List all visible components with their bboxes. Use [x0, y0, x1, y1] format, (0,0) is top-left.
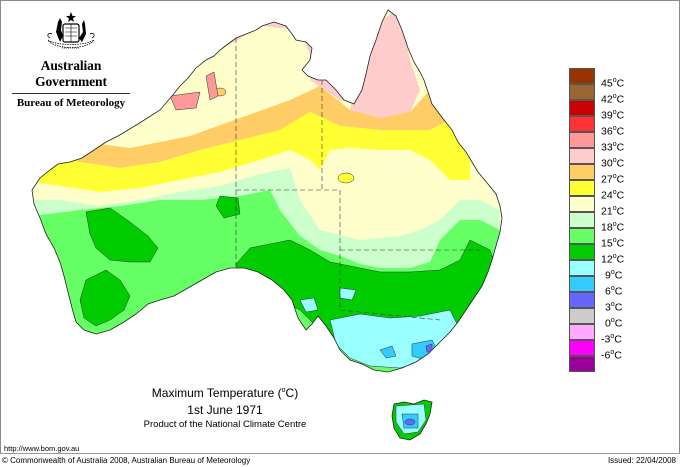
legend-swatch-30 [569, 148, 595, 164]
map-product-credit: Product of the National Climate Centre [143, 419, 307, 430]
legend-label: 15oC [601, 237, 625, 250]
legend-label: 9oC [605, 269, 623, 282]
legend-label: 18oC [601, 221, 625, 234]
logo-divider [12, 93, 130, 94]
legend-label: -3oC [601, 333, 622, 346]
legend-label: 33oC [601, 141, 625, 154]
legend-swatch-39 [569, 100, 595, 116]
australia-temperature-map [31, 9, 503, 441]
legend-label: 30oC [601, 157, 625, 170]
legend-swatch-3 [569, 292, 595, 308]
legend-swatch-minus3 [569, 324, 595, 340]
legend-swatch-33 [569, 132, 595, 148]
legend-label: 42oC [601, 93, 625, 106]
legend-label: 36oC [601, 125, 625, 138]
map-caption: Maximum Temperature (oC) 1st June 1971 P… [130, 386, 320, 430]
legend-swatch-0 [569, 308, 595, 324]
map-date: 1st June 1971 [187, 403, 263, 417]
legend-swatch-minus6 [569, 340, 595, 356]
commonwealth-coat-of-arms-icon [47, 12, 95, 49]
agency-name: Bureau of Meteorology [16, 97, 126, 109]
legend-label: -6oC [601, 349, 622, 362]
legend-swatch-27 [569, 164, 595, 180]
government-name: Australian Government [35, 58, 107, 89]
legend-label: 6oC [605, 285, 623, 298]
legend-label: 27oC [601, 173, 625, 186]
map-title: Maximum Temperature (oC) [151, 386, 299, 400]
legend-swatch-45plus [569, 68, 595, 84]
legend-swatch-6 [569, 276, 595, 292]
legend-label: 24oC [601, 189, 625, 202]
legend-label: 3oC [605, 301, 623, 314]
legend-label: 0oC [605, 317, 623, 330]
legend-label: 12oC [601, 253, 625, 266]
legend-swatch-42 [569, 84, 595, 100]
issued-date: Issued: 22/04/2008 [607, 456, 676, 465]
legend-label: 45oC [601, 77, 625, 90]
agency-logo: Australian Government Bureau of Meteorol… [8, 10, 134, 109]
legend-swatch-15 [569, 228, 595, 244]
legend-swatch-12 [569, 244, 595, 260]
bom-website-link[interactable]: http://www.bom.gov.au [4, 444, 80, 453]
legend-label: 21oC [601, 205, 625, 218]
legend-swatch-18 [569, 212, 595, 228]
legend-swatch-36 [569, 116, 595, 132]
legend-swatch-24 [569, 180, 595, 196]
legend-label: 39oC [601, 109, 625, 122]
copyright-notice: © Commonwealth of Australia 2008, Austra… [2, 456, 251, 465]
legend-swatch-below-minus6 [569, 356, 595, 372]
legend-swatch-9 [569, 260, 595, 276]
legend-swatch-21 [569, 196, 595, 212]
